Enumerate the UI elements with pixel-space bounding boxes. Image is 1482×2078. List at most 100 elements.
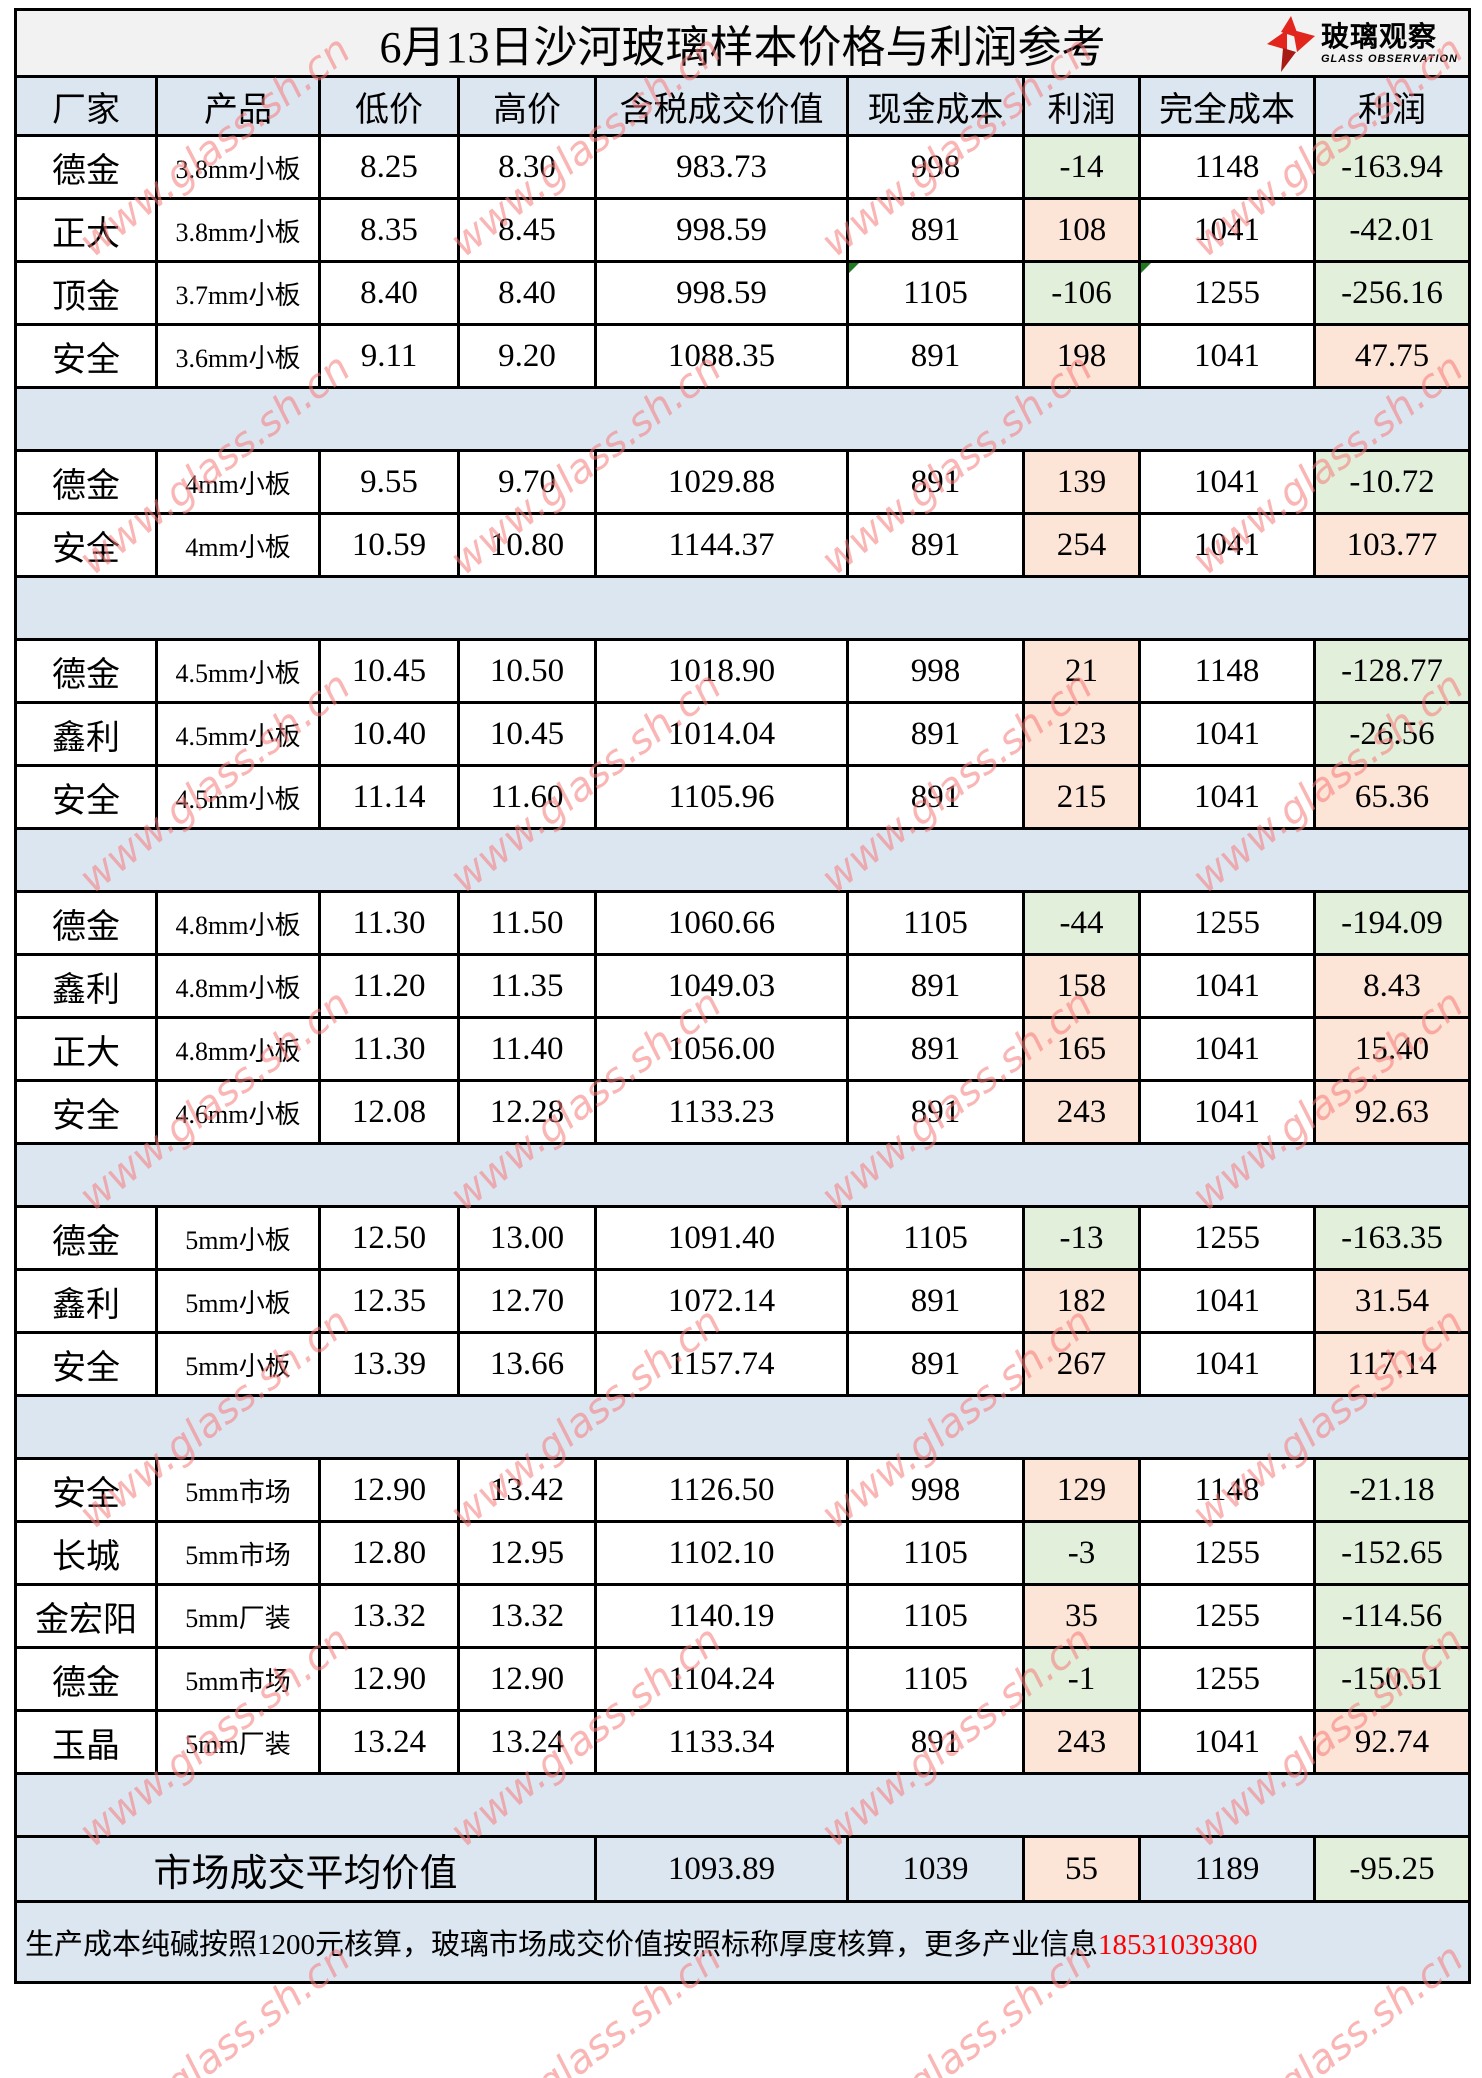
cell-factory: 安全 bbox=[14, 1457, 158, 1523]
table-row: 德金 5mm小板 12.50 13.00 1091.40 1105 -13 1255 -163.… bbox=[14, 1205, 1471, 1271]
cell-factory: 安全 bbox=[14, 1331, 158, 1397]
cell-value: 1126.50 bbox=[594, 1457, 849, 1523]
cell-cash-cost: 891 bbox=[846, 1079, 1025, 1145]
cell-low: 11.30 bbox=[318, 1016, 460, 1082]
cell-low: 12.08 bbox=[318, 1079, 460, 1145]
cell-factory: 安全 bbox=[14, 323, 158, 389]
logo-text-en: GLASS OBSERVATION bbox=[1321, 53, 1458, 65]
cell-value: 1088.35 bbox=[594, 323, 849, 389]
cell-cash-cost: 1105 bbox=[846, 1520, 1025, 1586]
cell-cash-cost: 998 bbox=[846, 134, 1025, 200]
footer-phone: 18531039380 bbox=[1098, 1929, 1258, 1961]
separator-row bbox=[14, 386, 1471, 452]
cell-profit-full: 92.74 bbox=[1313, 1709, 1471, 1775]
cell-profit-full: 15.40 bbox=[1313, 1016, 1471, 1082]
cell-profit-full: -26.56 bbox=[1313, 701, 1471, 767]
cell-full-cost: 1255 bbox=[1138, 890, 1316, 956]
cell-cash-cost: 891 bbox=[846, 1016, 1025, 1082]
cell-factory: 安全 bbox=[14, 1079, 158, 1145]
cell-low: 8.25 bbox=[318, 134, 460, 200]
column-header-low: 低价 bbox=[318, 75, 460, 137]
cell-profit-cash: 158 bbox=[1022, 953, 1141, 1019]
cell-factory: 德金 bbox=[14, 1205, 158, 1271]
separator-cell bbox=[14, 827, 1471, 893]
cell-value: 1102.10 bbox=[594, 1520, 849, 1586]
cell-value: 1140.19 bbox=[594, 1583, 849, 1649]
cell-profit-full: 103.77 bbox=[1313, 512, 1471, 578]
cell-profit-cash: 182 bbox=[1022, 1268, 1141, 1334]
cell-value: 1060.66 bbox=[594, 890, 849, 956]
cell-profit-full: 31.54 bbox=[1313, 1268, 1471, 1334]
cell-product: 4.8mm小板 bbox=[155, 890, 321, 956]
cell-profit-full: -21.18 bbox=[1313, 1457, 1471, 1523]
cell-full-cost: 1041 bbox=[1138, 1268, 1316, 1334]
cell-product: 4mm小板 bbox=[155, 449, 321, 515]
table-row: 安全 3.6mm小板 9.11 9.20 1088.35 891 198 1041 47.75 bbox=[14, 323, 1471, 389]
cell-profit-cash: 215 bbox=[1022, 764, 1141, 830]
summary-full-cost: 1189 bbox=[1138, 1835, 1316, 1903]
cell-high: 8.40 bbox=[457, 260, 597, 326]
cell-cash-cost: 891 bbox=[846, 197, 1025, 263]
cell-profit-full: 8.43 bbox=[1313, 953, 1471, 1019]
cell-product: 3.8mm小板 bbox=[155, 197, 321, 263]
page-title: 6月13日沙河玻璃样本价格与利润参考 bbox=[379, 23, 1106, 72]
cell-high: 13.66 bbox=[457, 1331, 597, 1397]
cell-product: 3.8mm小板 bbox=[155, 134, 321, 200]
cell-value: 1072.14 bbox=[594, 1268, 849, 1334]
summary-cash-cost: 1039 bbox=[846, 1835, 1025, 1903]
cell-factory: 德金 bbox=[14, 134, 158, 200]
column-header-profit-2: 利润 bbox=[1313, 75, 1471, 137]
cell-profit-cash: 165 bbox=[1022, 1016, 1141, 1082]
cell-profit-full: 47.75 bbox=[1313, 323, 1471, 389]
cell-factory: 鑫利 bbox=[14, 1268, 158, 1334]
cell-product: 3.6mm小板 bbox=[155, 323, 321, 389]
cell-product: 5mm市场 bbox=[155, 1520, 321, 1586]
cell-cash-cost: 891 bbox=[846, 323, 1025, 389]
cell-product: 4.5mm小板 bbox=[155, 701, 321, 767]
cell-profit-cash: -3 bbox=[1022, 1520, 1141, 1586]
cell-high: 12.95 bbox=[457, 1520, 597, 1586]
table-row: 鑫利 5mm小板 12.35 12.70 1072.14 891 182 1041 31.54 bbox=[14, 1268, 1471, 1334]
cell-cash-cost: 1105 bbox=[846, 260, 1025, 326]
cell-value: 983.73 bbox=[594, 134, 849, 200]
cell-profit-full: -128.77 bbox=[1313, 638, 1471, 704]
cell-profit-cash: 254 bbox=[1022, 512, 1141, 578]
cell-profit-cash: -106 bbox=[1022, 260, 1141, 326]
star-icon bbox=[1267, 16, 1315, 72]
cell-product: 4.8mm小板 bbox=[155, 953, 321, 1019]
separator-cell bbox=[14, 1394, 1471, 1460]
cell-profit-full: 92.63 bbox=[1313, 1079, 1471, 1145]
cell-factory: 鑫利 bbox=[14, 701, 158, 767]
cell-profit-full: -194.09 bbox=[1313, 890, 1471, 956]
cell-low: 11.20 bbox=[318, 953, 460, 1019]
separator-row bbox=[14, 1142, 1471, 1208]
cell-low: 12.90 bbox=[318, 1457, 460, 1523]
cell-cash-cost: 998 bbox=[846, 638, 1025, 704]
cell-value: 1018.90 bbox=[594, 638, 849, 704]
cell-value: 1049.03 bbox=[594, 953, 849, 1019]
cell-cash-cost: 891 bbox=[846, 764, 1025, 830]
cell-high: 9.20 bbox=[457, 323, 597, 389]
summary-profit-full: -95.25 bbox=[1313, 1835, 1471, 1903]
cell-product: 5mm小板 bbox=[155, 1331, 321, 1397]
logo-text-cn: 玻璃观察 bbox=[1321, 21, 1438, 52]
table-row: 正大 4.8mm小板 11.30 11.40 1056.00 891 165 1041 15.4… bbox=[14, 1016, 1471, 1082]
table-row: 德金 4mm小板 9.55 9.70 1029.88 891 139 1041 -10.72 bbox=[14, 449, 1471, 515]
cell-profit-cash: 267 bbox=[1022, 1331, 1141, 1397]
cell-cash-cost: 891 bbox=[846, 701, 1025, 767]
cell-cash-cost: 1105 bbox=[846, 890, 1025, 956]
cell-product: 5mm厂装 bbox=[155, 1583, 321, 1649]
cell-cash-cost: 891 bbox=[846, 1709, 1025, 1775]
cell-low: 10.40 bbox=[318, 701, 460, 767]
cell-profit-cash: 129 bbox=[1022, 1457, 1141, 1523]
error-marker-icon bbox=[850, 264, 859, 273]
summary-row: 市场成交平均价值 1093.89 1039 55 1189 -95.25 bbox=[14, 1835, 1471, 1903]
title-row: 6月13日沙河玻璃样本价格与利润参考 玻璃观察 GLASS OBSERVATIO… bbox=[14, 8, 1471, 78]
cell-high: 11.35 bbox=[457, 953, 597, 1019]
cell-product: 5mm小板 bbox=[155, 1205, 321, 1271]
cell-profit-full: -256.16 bbox=[1313, 260, 1471, 326]
cell-factory: 安全 bbox=[14, 764, 158, 830]
cell-low: 12.35 bbox=[318, 1268, 460, 1334]
cell-cash-cost: 1105 bbox=[846, 1646, 1025, 1712]
column-header-cash-cost: 现金成本 bbox=[846, 75, 1025, 137]
